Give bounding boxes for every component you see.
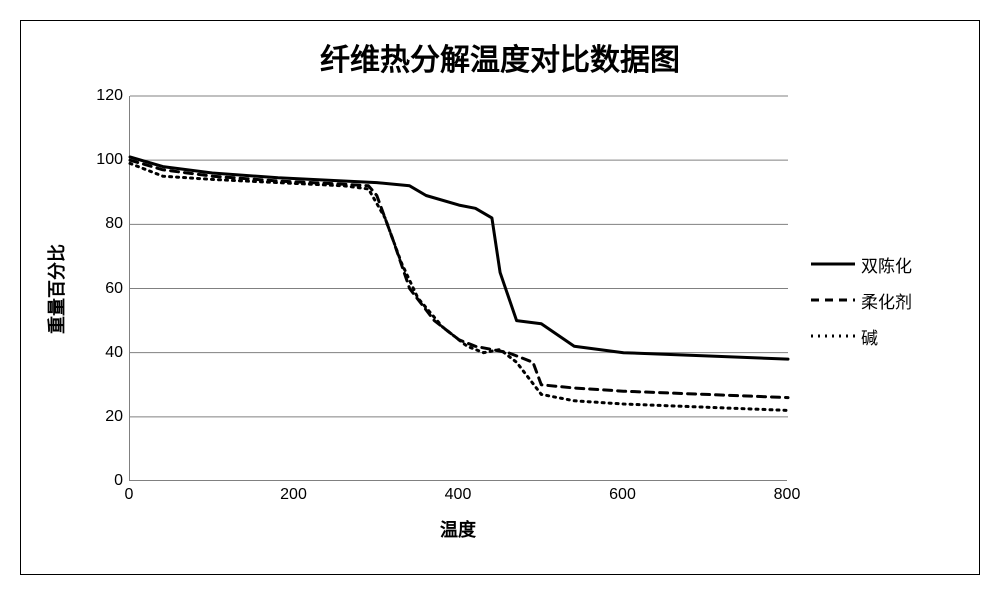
legend-item: 双陈化: [811, 246, 912, 282]
legend-line-icon: [811, 290, 855, 310]
legend-line-icon: [811, 326, 855, 346]
y-axis-label: 重量百分比: [43, 244, 69, 334]
series-line: [130, 157, 788, 359]
plot-area: [129, 96, 787, 481]
y-tick: 100: [91, 151, 123, 169]
y-tick: 20: [91, 408, 123, 426]
chart-container: 纤维热分解温度对比数据图 重量百分比 温度 020406080100120 02…: [20, 20, 980, 575]
legend-line-icon: [811, 254, 855, 274]
legend-label: 柔化剂: [861, 288, 912, 313]
y-tick: 80: [91, 215, 123, 233]
y-tick: 120: [91, 87, 123, 105]
legend-item: 柔化剂: [811, 282, 912, 318]
chart-svg: [130, 96, 788, 481]
legend: 双陈化柔化剂碱: [811, 246, 912, 354]
legend-label: 碱: [861, 324, 878, 349]
series-line: [130, 160, 788, 397]
legend-label: 双陈化: [861, 252, 912, 277]
x-tick: 800: [767, 486, 807, 504]
series-line: [130, 163, 788, 410]
x-tick: 400: [438, 486, 478, 504]
x-tick: 200: [274, 486, 314, 504]
legend-item: 碱: [811, 318, 912, 354]
x-tick: 600: [603, 486, 643, 504]
x-tick: 0: [109, 486, 149, 504]
chart-title: 纤维热分解温度对比数据图: [21, 35, 979, 79]
y-tick: 60: [91, 280, 123, 298]
y-tick: 40: [91, 344, 123, 362]
x-axis-label: 温度: [129, 516, 787, 542]
